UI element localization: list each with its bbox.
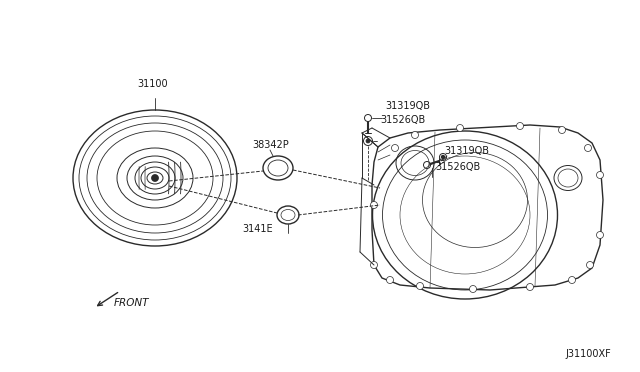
Text: 3141E: 3141E xyxy=(242,224,273,234)
Circle shape xyxy=(584,144,591,151)
Circle shape xyxy=(412,131,419,138)
Circle shape xyxy=(586,262,593,269)
Text: 31100: 31100 xyxy=(137,79,168,89)
Circle shape xyxy=(371,262,378,269)
Circle shape xyxy=(366,139,370,143)
Text: FRONT: FRONT xyxy=(114,298,150,308)
Text: 31319QB: 31319QB xyxy=(385,101,430,111)
Text: 31526QB: 31526QB xyxy=(380,115,425,125)
Text: 31526QB: 31526QB xyxy=(435,162,480,172)
Circle shape xyxy=(392,144,399,151)
Circle shape xyxy=(568,276,575,283)
Text: 31319QB: 31319QB xyxy=(444,146,489,156)
Circle shape xyxy=(442,155,445,158)
Circle shape xyxy=(371,202,378,208)
Circle shape xyxy=(527,283,534,291)
Circle shape xyxy=(456,125,463,131)
Circle shape xyxy=(516,122,524,129)
Circle shape xyxy=(559,126,566,134)
Circle shape xyxy=(596,171,604,179)
Circle shape xyxy=(596,231,604,238)
Text: 38342P: 38342P xyxy=(252,140,289,150)
Circle shape xyxy=(417,282,424,289)
Circle shape xyxy=(470,285,477,292)
Circle shape xyxy=(387,276,394,283)
Text: J31100XF: J31100XF xyxy=(565,349,611,359)
Circle shape xyxy=(152,174,159,182)
